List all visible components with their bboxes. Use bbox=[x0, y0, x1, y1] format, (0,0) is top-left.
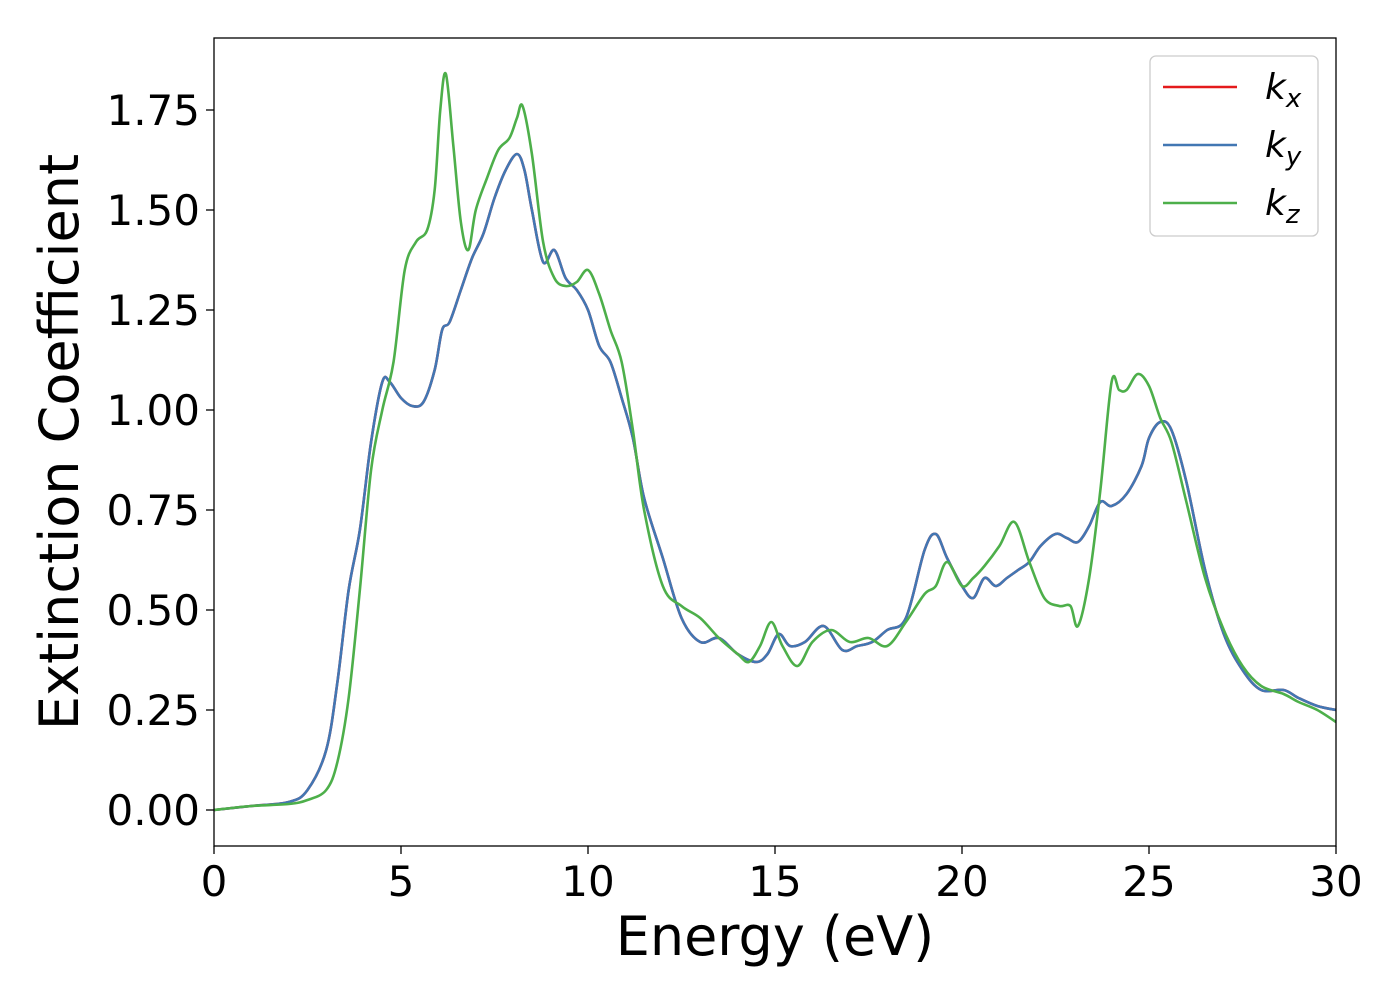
x-tick-label: 20 bbox=[935, 857, 988, 906]
y-tick-label: 0.50 bbox=[106, 586, 200, 635]
x-tick-label: 0 bbox=[201, 857, 228, 906]
x-tick-label: 10 bbox=[561, 857, 614, 906]
legend: kx ky kz bbox=[1149, 55, 1319, 237]
series-line-y bbox=[214, 152, 1336, 812]
x-tick-label: 25 bbox=[1122, 857, 1175, 906]
x-axis: 0 5 10 15 20 25 30 bbox=[201, 846, 1363, 906]
y-axis: 0.00 0.25 0.50 0.75 1.00 1.25 1.50 1.75 bbox=[106, 86, 214, 835]
x-tick-label: 15 bbox=[748, 857, 801, 906]
legend-label-z: kz bbox=[1265, 183, 1301, 230]
y-tick-label: 0.25 bbox=[106, 686, 200, 735]
y-axis-label: Extinction Coefficient bbox=[28, 154, 91, 730]
y-tick-label: 1.00 bbox=[106, 386, 200, 435]
legend-label-x: kx bbox=[1265, 67, 1302, 114]
y-tick-label: 0.75 bbox=[106, 486, 200, 535]
series-line-z bbox=[214, 71, 1336, 812]
y-tick-label: 1.75 bbox=[106, 86, 200, 135]
x-tick-label: 5 bbox=[388, 857, 415, 906]
y-tick-label: 1.25 bbox=[106, 286, 200, 335]
x-axis-label: Energy (eV) bbox=[616, 905, 935, 968]
y-tick-label: 0.00 bbox=[106, 786, 200, 835]
x-tick-label: 30 bbox=[1309, 857, 1362, 906]
series-layer bbox=[214, 71, 1336, 812]
y-tick-label: 1.50 bbox=[106, 186, 200, 235]
legend-label-y: ky bbox=[1265, 125, 1302, 172]
